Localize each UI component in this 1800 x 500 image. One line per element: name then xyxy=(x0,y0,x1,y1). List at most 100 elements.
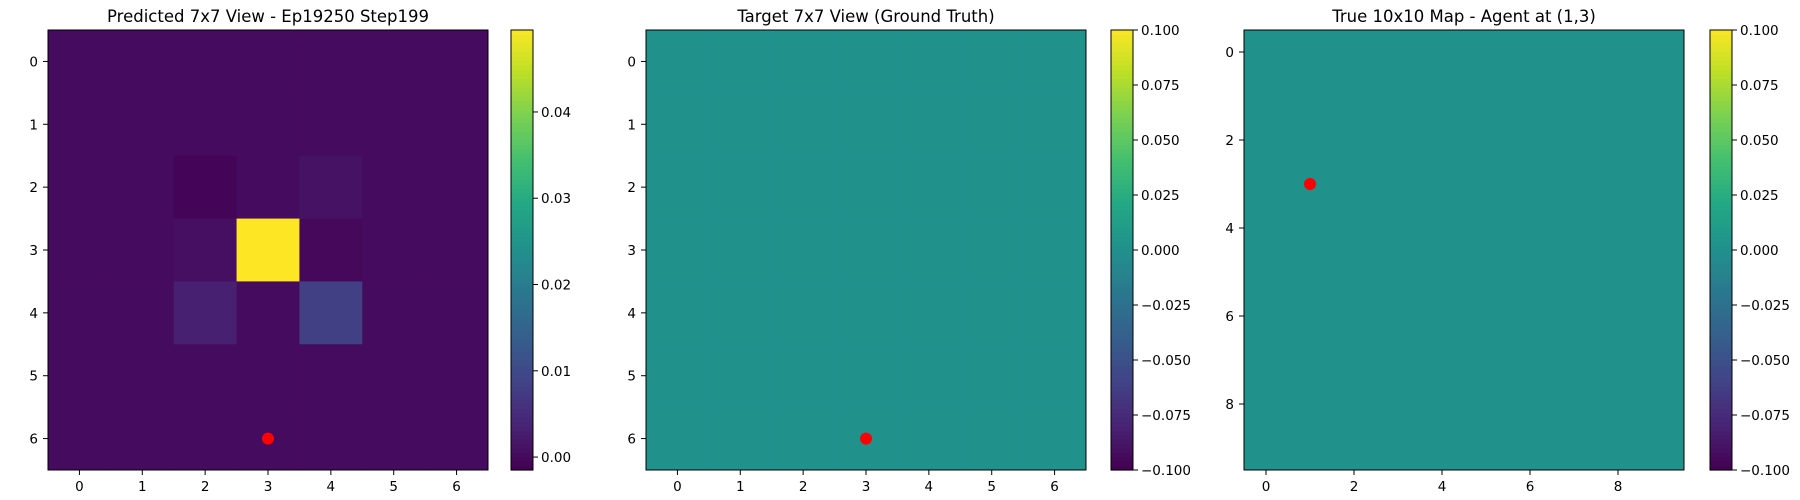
colorbar-band xyxy=(1111,338,1133,343)
colorbar-band xyxy=(1710,316,1732,321)
heatmap-cell xyxy=(1332,162,1377,207)
colorbar-tick-label: −0.025 xyxy=(1141,298,1191,314)
colorbar-band xyxy=(1111,355,1133,361)
heatmap-cell xyxy=(1596,426,1641,471)
colorbar-band xyxy=(1710,408,1732,414)
colorbar-band xyxy=(1710,219,1732,225)
heatmap-cell xyxy=(1244,294,1289,339)
heatmap-cell xyxy=(646,407,710,471)
colorbar-band xyxy=(1111,157,1133,163)
heatmap-cell xyxy=(1244,206,1289,251)
colorbar-band xyxy=(1111,87,1133,93)
heatmap-cell xyxy=(1288,294,1333,339)
colorbar-band xyxy=(1111,430,1133,436)
colorbar-band xyxy=(1710,355,1732,361)
heatmap-cell xyxy=(299,155,363,220)
colorbar-band xyxy=(1111,276,1133,282)
colorbar-band xyxy=(1710,148,1732,154)
colorbar-band xyxy=(511,311,533,317)
colorbar-band xyxy=(1111,390,1133,396)
colorbar-band xyxy=(511,74,533,79)
colorbar-band xyxy=(1710,140,1732,145)
heatmap-cell xyxy=(173,407,238,471)
colorbar-band xyxy=(511,465,533,471)
heatmap-cell xyxy=(110,155,175,220)
heatmap-cell xyxy=(960,281,1024,345)
colorbar-band xyxy=(511,30,533,35)
colorbar-band xyxy=(1111,404,1133,409)
heatmap-cell xyxy=(771,218,836,282)
colorbar-tick-label: 0.04 xyxy=(541,105,571,121)
colorbar-band xyxy=(511,162,533,167)
colorbar-band xyxy=(1111,382,1133,387)
heatmap-cell xyxy=(1420,30,1465,75)
heatmap-cell xyxy=(1420,294,1465,339)
colorbar-band xyxy=(511,386,533,392)
colorbar-band xyxy=(511,320,533,326)
heatmap-cell xyxy=(425,30,489,94)
heatmap-cell xyxy=(1244,338,1289,383)
heatmap-cell xyxy=(708,281,773,345)
heatmap-cell xyxy=(897,155,961,220)
y-tick-label: 0 xyxy=(627,54,636,70)
colorbar-band xyxy=(1710,43,1732,49)
colorbar-band xyxy=(1111,294,1133,299)
colorbar-band xyxy=(511,34,533,40)
colorbar-band xyxy=(511,307,533,313)
colorbar-band xyxy=(1710,412,1732,418)
colorbar-band xyxy=(511,43,533,49)
heatmap-cell xyxy=(1420,206,1465,251)
colorbar-band xyxy=(1111,131,1133,137)
heatmap-cell xyxy=(362,30,426,94)
colorbar-band xyxy=(1710,162,1732,167)
heatmap-cell xyxy=(1023,407,1087,471)
colorbar-band xyxy=(1710,126,1732,132)
colorbar-band xyxy=(511,232,533,238)
heatmap-cell xyxy=(1596,118,1641,163)
colorbar-band xyxy=(1710,109,1732,115)
heatmap-cell xyxy=(1376,30,1421,75)
colorbar: 0.00 0.01 0.02 0.03 0.04 xyxy=(510,29,571,471)
colorbar-band xyxy=(1111,96,1133,101)
colorbar-band xyxy=(1111,346,1133,352)
heatmap-cell xyxy=(1023,218,1087,282)
colorbar-band xyxy=(511,126,533,132)
heatmap-cell xyxy=(708,344,773,408)
colorbar-band xyxy=(1111,289,1133,295)
x-tick-label: 6 xyxy=(1050,479,1059,495)
colorbar-band xyxy=(1710,206,1732,211)
colorbar-band xyxy=(1111,272,1133,277)
colorbar-band xyxy=(1710,78,1732,84)
heatmap-cell xyxy=(834,344,898,408)
colorbar-band xyxy=(1111,443,1133,449)
colorbar-band xyxy=(511,47,533,53)
heatmap-cell xyxy=(1464,30,1509,75)
heatmap-cell xyxy=(771,281,836,345)
colorbar-band xyxy=(511,258,533,264)
colorbar-band xyxy=(1710,276,1732,282)
heatmap-cell xyxy=(897,281,961,345)
colorbar-band xyxy=(1111,421,1133,427)
colorbar-band xyxy=(1710,144,1732,150)
heatmap-cell xyxy=(1640,250,1685,295)
colorbar-band xyxy=(1710,96,1732,101)
y-tick-label: 1 xyxy=(29,117,38,133)
colorbar-tick-label: 0.025 xyxy=(1740,188,1779,204)
heatmap-cell xyxy=(646,218,710,282)
colorbar-band xyxy=(511,175,533,181)
colorbar-band xyxy=(511,276,533,282)
colorbar-tick-label: −0.025 xyxy=(1740,298,1790,314)
heatmap-cell xyxy=(1464,250,1509,295)
colorbar-band xyxy=(1710,197,1732,203)
heatmap-cell xyxy=(1023,30,1087,94)
panel-title: Target 7x7 View (Ground Truth) xyxy=(736,7,994,26)
heatmap-cell xyxy=(1464,338,1509,383)
heatmap-cell xyxy=(1244,74,1289,119)
colorbar-band xyxy=(511,452,533,458)
heatmap-cell xyxy=(110,218,175,282)
colorbar-band xyxy=(511,434,533,440)
heatmap-cell xyxy=(1288,30,1333,75)
colorbar-band xyxy=(511,408,533,414)
colorbar-band xyxy=(1111,113,1133,119)
colorbar-band xyxy=(1111,351,1133,357)
